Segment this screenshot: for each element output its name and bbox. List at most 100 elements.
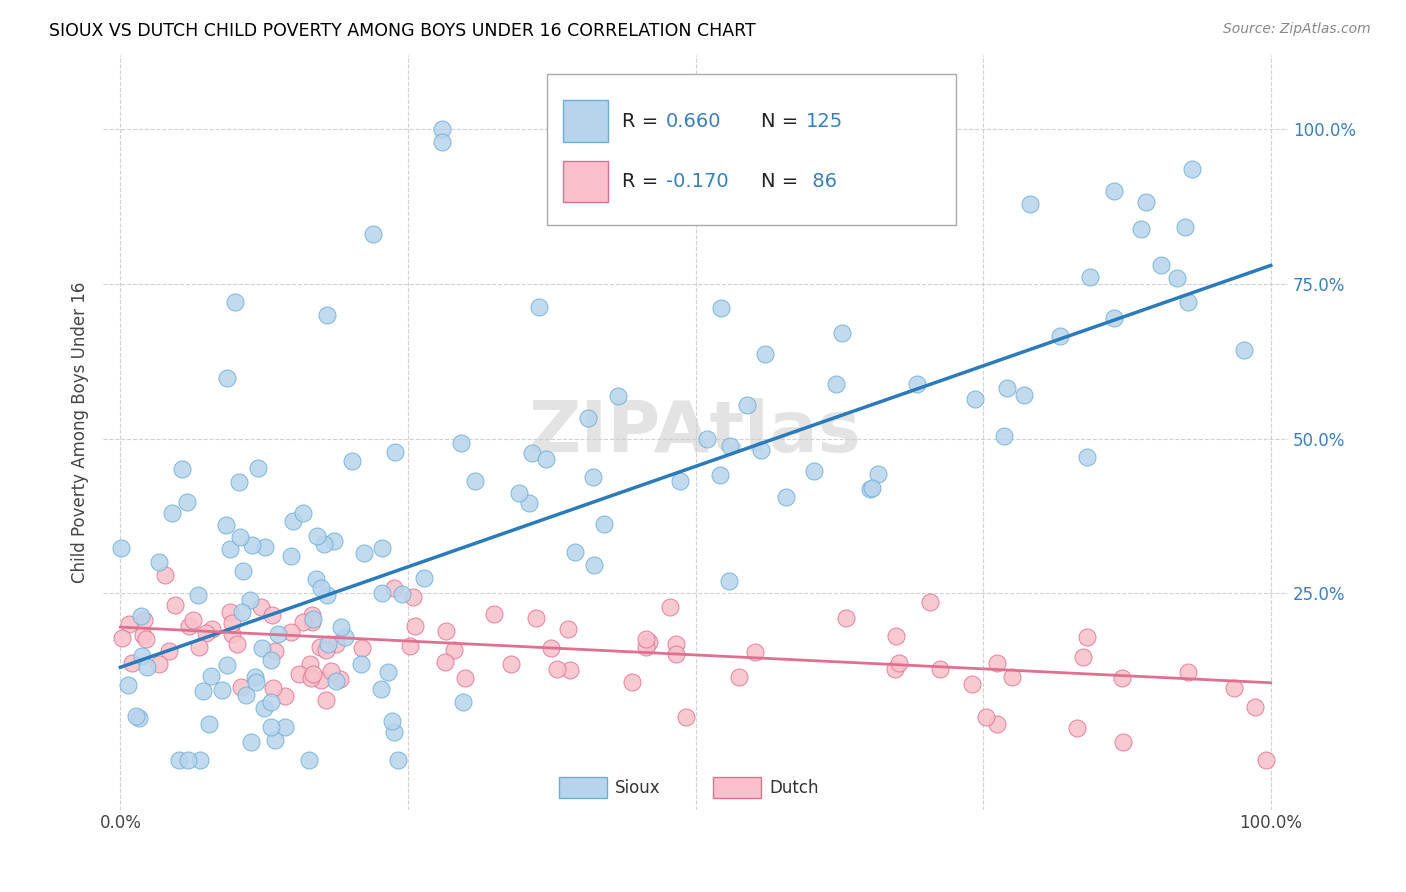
Text: N =: N = xyxy=(761,112,799,131)
Point xyxy=(188,640,211,654)
Point xyxy=(280,625,302,640)
Point xyxy=(636,640,658,655)
Point xyxy=(582,470,605,484)
Point xyxy=(371,585,394,599)
FancyBboxPatch shape xyxy=(547,74,956,225)
Point xyxy=(219,541,242,556)
Point xyxy=(229,680,252,694)
Point xyxy=(717,574,740,588)
Point xyxy=(298,657,321,672)
Point xyxy=(176,495,198,509)
Point xyxy=(482,607,505,621)
Point xyxy=(1102,311,1125,326)
Point xyxy=(225,637,247,651)
Point xyxy=(325,637,347,651)
Point xyxy=(274,689,297,703)
Point xyxy=(193,684,215,698)
Point xyxy=(668,475,690,489)
Text: R =: R = xyxy=(621,172,658,192)
Point xyxy=(371,541,394,556)
Point xyxy=(214,518,236,533)
Point xyxy=(1244,700,1267,714)
Point xyxy=(128,710,150,724)
Point xyxy=(155,567,177,582)
Point xyxy=(1076,450,1098,464)
Point xyxy=(333,630,356,644)
Point xyxy=(221,616,243,631)
Point xyxy=(384,444,406,458)
Point xyxy=(316,588,339,602)
Point xyxy=(118,617,141,632)
Point xyxy=(242,538,264,552)
Point xyxy=(264,733,287,747)
Point xyxy=(274,720,297,734)
Point xyxy=(382,581,405,595)
Point xyxy=(387,753,409,767)
Point xyxy=(111,632,134,646)
Point xyxy=(260,653,283,667)
Point xyxy=(157,644,180,658)
Point xyxy=(280,549,302,564)
Point xyxy=(434,656,457,670)
Point xyxy=(696,432,718,446)
Point xyxy=(1049,328,1071,343)
Point xyxy=(710,301,733,316)
Point xyxy=(974,710,997,724)
Point xyxy=(1076,630,1098,644)
Point xyxy=(315,642,337,657)
Point xyxy=(350,640,373,655)
Point xyxy=(858,482,880,496)
Point xyxy=(527,300,550,314)
Point xyxy=(860,481,883,495)
Point xyxy=(803,464,825,478)
Point xyxy=(868,467,890,481)
Point xyxy=(215,658,238,673)
Point xyxy=(536,452,558,467)
Point xyxy=(963,392,986,406)
Point xyxy=(291,615,314,629)
Point xyxy=(920,595,942,609)
Point xyxy=(835,610,858,624)
Point xyxy=(1177,295,1199,310)
Point xyxy=(450,435,472,450)
Point xyxy=(524,610,547,624)
Point xyxy=(110,541,132,555)
Point xyxy=(993,429,1015,443)
Point xyxy=(831,326,853,341)
Point xyxy=(309,673,332,687)
Point xyxy=(232,564,254,578)
Point xyxy=(169,753,191,767)
FancyBboxPatch shape xyxy=(562,161,607,202)
Point xyxy=(231,606,253,620)
Point xyxy=(718,439,741,453)
Point xyxy=(235,689,257,703)
Point xyxy=(301,607,323,622)
Point xyxy=(135,632,157,647)
Point xyxy=(1018,197,1040,211)
Point xyxy=(592,517,614,532)
Point xyxy=(253,701,276,715)
Point xyxy=(522,446,544,460)
Point xyxy=(508,485,530,500)
Point xyxy=(884,629,907,643)
Point xyxy=(322,534,344,549)
Point xyxy=(546,662,568,676)
Point xyxy=(1181,162,1204,177)
Point xyxy=(451,695,474,709)
Text: 0.660: 0.660 xyxy=(666,112,721,131)
Point xyxy=(744,645,766,659)
FancyBboxPatch shape xyxy=(713,777,761,798)
Point xyxy=(443,642,465,657)
Point xyxy=(177,619,200,633)
Point xyxy=(165,599,187,613)
Point xyxy=(501,657,523,671)
Point xyxy=(267,627,290,641)
Point xyxy=(665,647,688,661)
Point xyxy=(775,490,797,504)
Text: Source: ZipAtlas.com: Source: ZipAtlas.com xyxy=(1223,22,1371,37)
Point xyxy=(564,545,586,559)
Text: 86: 86 xyxy=(806,172,837,192)
Point xyxy=(260,608,283,623)
Point xyxy=(201,623,224,637)
Point xyxy=(620,674,643,689)
